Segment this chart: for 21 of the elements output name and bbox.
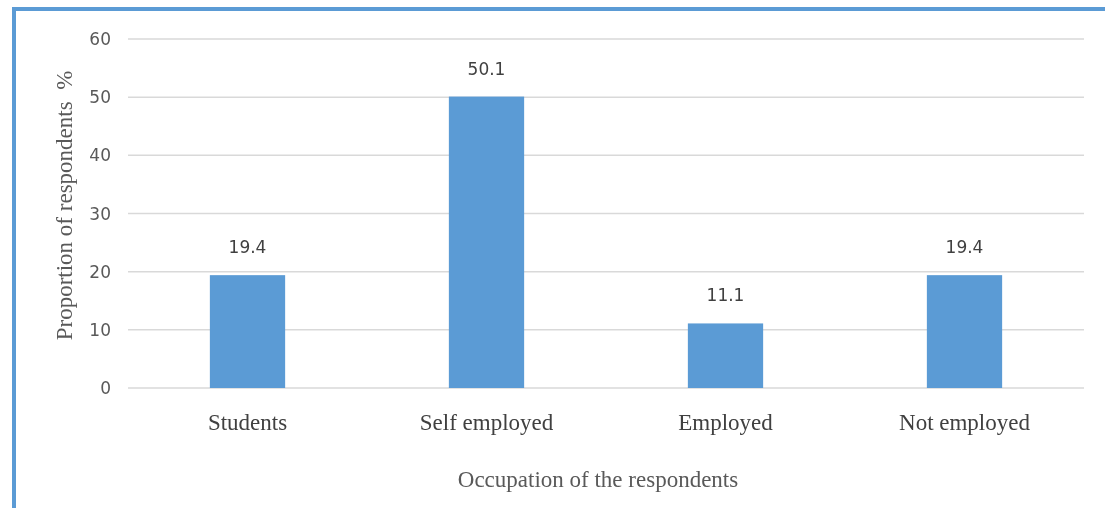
- data-label: 19.4: [228, 237, 267, 258]
- bar: [448, 96, 525, 388]
- y-tick-label: 50: [89, 87, 111, 108]
- x-tick-label: Self employed: [419, 410, 554, 435]
- data-label: 50.1: [467, 58, 506, 79]
- data-label: 19.4: [945, 237, 984, 258]
- x-axis-title: Occupation of the respondents: [457, 467, 739, 492]
- y-tick-label: 10: [89, 319, 111, 340]
- bar: [926, 275, 1003, 388]
- y-tick-label: 30: [89, 203, 111, 224]
- y-tick-label: 0: [100, 378, 111, 398]
- data-label: 11.1: [706, 285, 745, 306]
- x-tick-label: Not employed: [899, 410, 1031, 435]
- x-tick-label: Employed: [678, 410, 774, 435]
- y-axis-title: Proportion of respondents %: [52, 70, 77, 341]
- y-tick-label: 60: [89, 29, 111, 49]
- y-tick-label: 40: [89, 145, 111, 166]
- x-tick-label: Students: [207, 410, 288, 435]
- bar: [687, 323, 764, 388]
- y-tick-label: 20: [89, 261, 111, 282]
- bar: [209, 275, 286, 388]
